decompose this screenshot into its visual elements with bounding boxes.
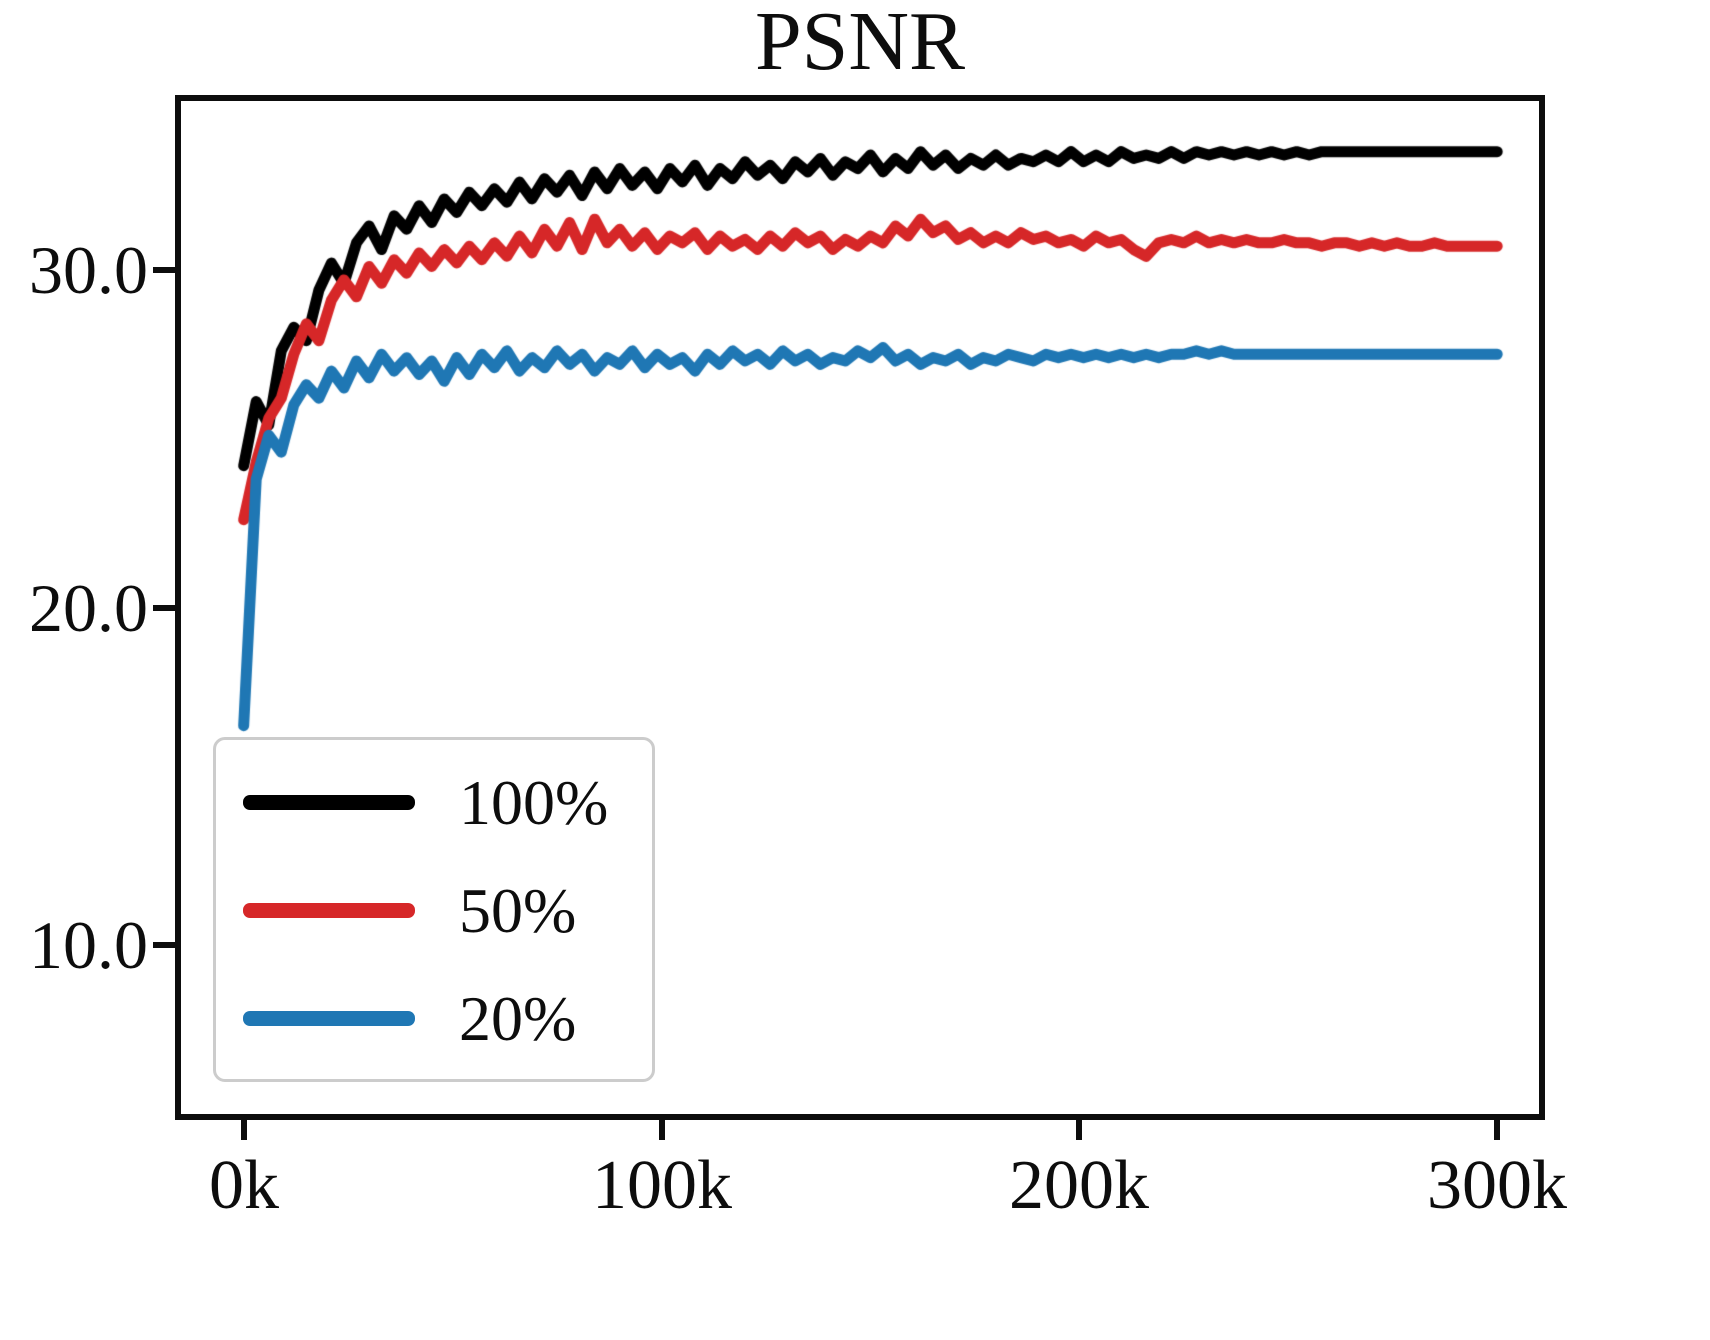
xtick-mark-0k: [241, 1120, 247, 1140]
legend-swatch-50-icon: [243, 903, 415, 918]
ytick-mark-10: [153, 942, 175, 948]
legend-label-20: 20%: [459, 983, 577, 1054]
legend-swatch-20-icon: [243, 1011, 415, 1026]
chart-title: PSNR: [754, 0, 966, 88]
xtick-label-100k: 100k: [592, 1147, 732, 1224]
ytick-label-20: 20.0: [29, 570, 148, 646]
xtick-label-0k: 0k: [209, 1147, 279, 1224]
chart-legend: 100% 50% 20%: [213, 737, 655, 1082]
xtick-mark-100k: [659, 1120, 665, 1140]
legend-swatch-100-icon: [243, 795, 415, 810]
ytick-label-10: 10.0: [29, 907, 148, 983]
legend-row-50: 50%: [216, 865, 652, 957]
xtick-label-200k: 200k: [1009, 1147, 1149, 1224]
legend-label-50: 50%: [459, 875, 577, 946]
ytick-mark-20: [153, 605, 175, 611]
ytick-label-30: 30.0: [29, 232, 148, 308]
xtick-mark-200k: [1076, 1120, 1082, 1140]
legend-row-100: 100%: [216, 757, 652, 849]
ytick-mark-30: [153, 267, 175, 273]
legend-row-20: 20%: [216, 973, 652, 1065]
xtick-label-300k: 300k: [1427, 1147, 1567, 1224]
xtick-mark-300k: [1494, 1120, 1500, 1140]
legend-label-100: 100%: [459, 767, 609, 838]
